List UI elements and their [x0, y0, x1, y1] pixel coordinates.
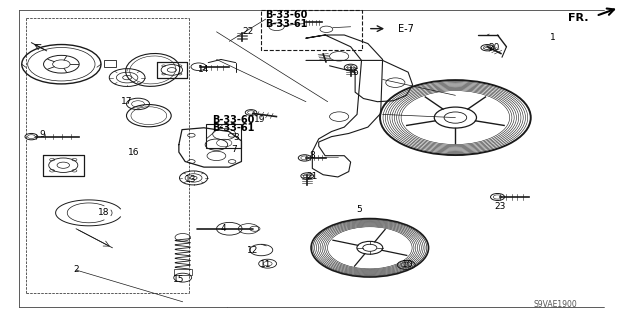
Text: 14: 14 [198, 65, 209, 74]
Text: FR.: FR. [568, 13, 589, 23]
Text: B-33-60: B-33-60 [266, 10, 308, 20]
Bar [206, 124, 241, 148]
Text: B-33-60: B-33-60 [212, 115, 255, 125]
Text: 10: 10 [403, 260, 414, 270]
Text: B-33-61: B-33-61 [212, 123, 255, 133]
Text: 6: 6 [352, 68, 358, 77]
Text: 1: 1 [550, 33, 556, 42]
Text: 20: 20 [488, 43, 499, 52]
Text: 11: 11 [260, 260, 271, 269]
Text: 3: 3 [233, 133, 239, 142]
Text: 21: 21 [307, 173, 318, 182]
Text: 8: 8 [310, 151, 316, 160]
Text: 9: 9 [39, 130, 45, 139]
Text: 15: 15 [172, 275, 184, 284]
Text: 16: 16 [128, 148, 140, 157]
Text: 23: 23 [495, 202, 506, 211]
Text: 2: 2 [73, 264, 79, 274]
Text: 22: 22 [243, 27, 254, 36]
Text: 19: 19 [253, 115, 265, 124]
Text: B-33-61: B-33-61 [266, 19, 308, 29]
Text: 17: 17 [122, 97, 133, 106]
Text: 4: 4 [220, 224, 226, 233]
Text: 12: 12 [247, 247, 259, 256]
Text: E-7: E-7 [398, 24, 414, 33]
Bar [104, 60, 116, 67]
Text: 18: 18 [99, 208, 110, 217]
Bar [261, 10, 362, 50]
Text: 7: 7 [231, 145, 237, 154]
Text: S9VAE1900: S9VAE1900 [533, 300, 577, 309]
Text: 13: 13 [185, 175, 196, 184]
Text: 5: 5 [356, 205, 362, 214]
Bar [174, 269, 192, 275]
